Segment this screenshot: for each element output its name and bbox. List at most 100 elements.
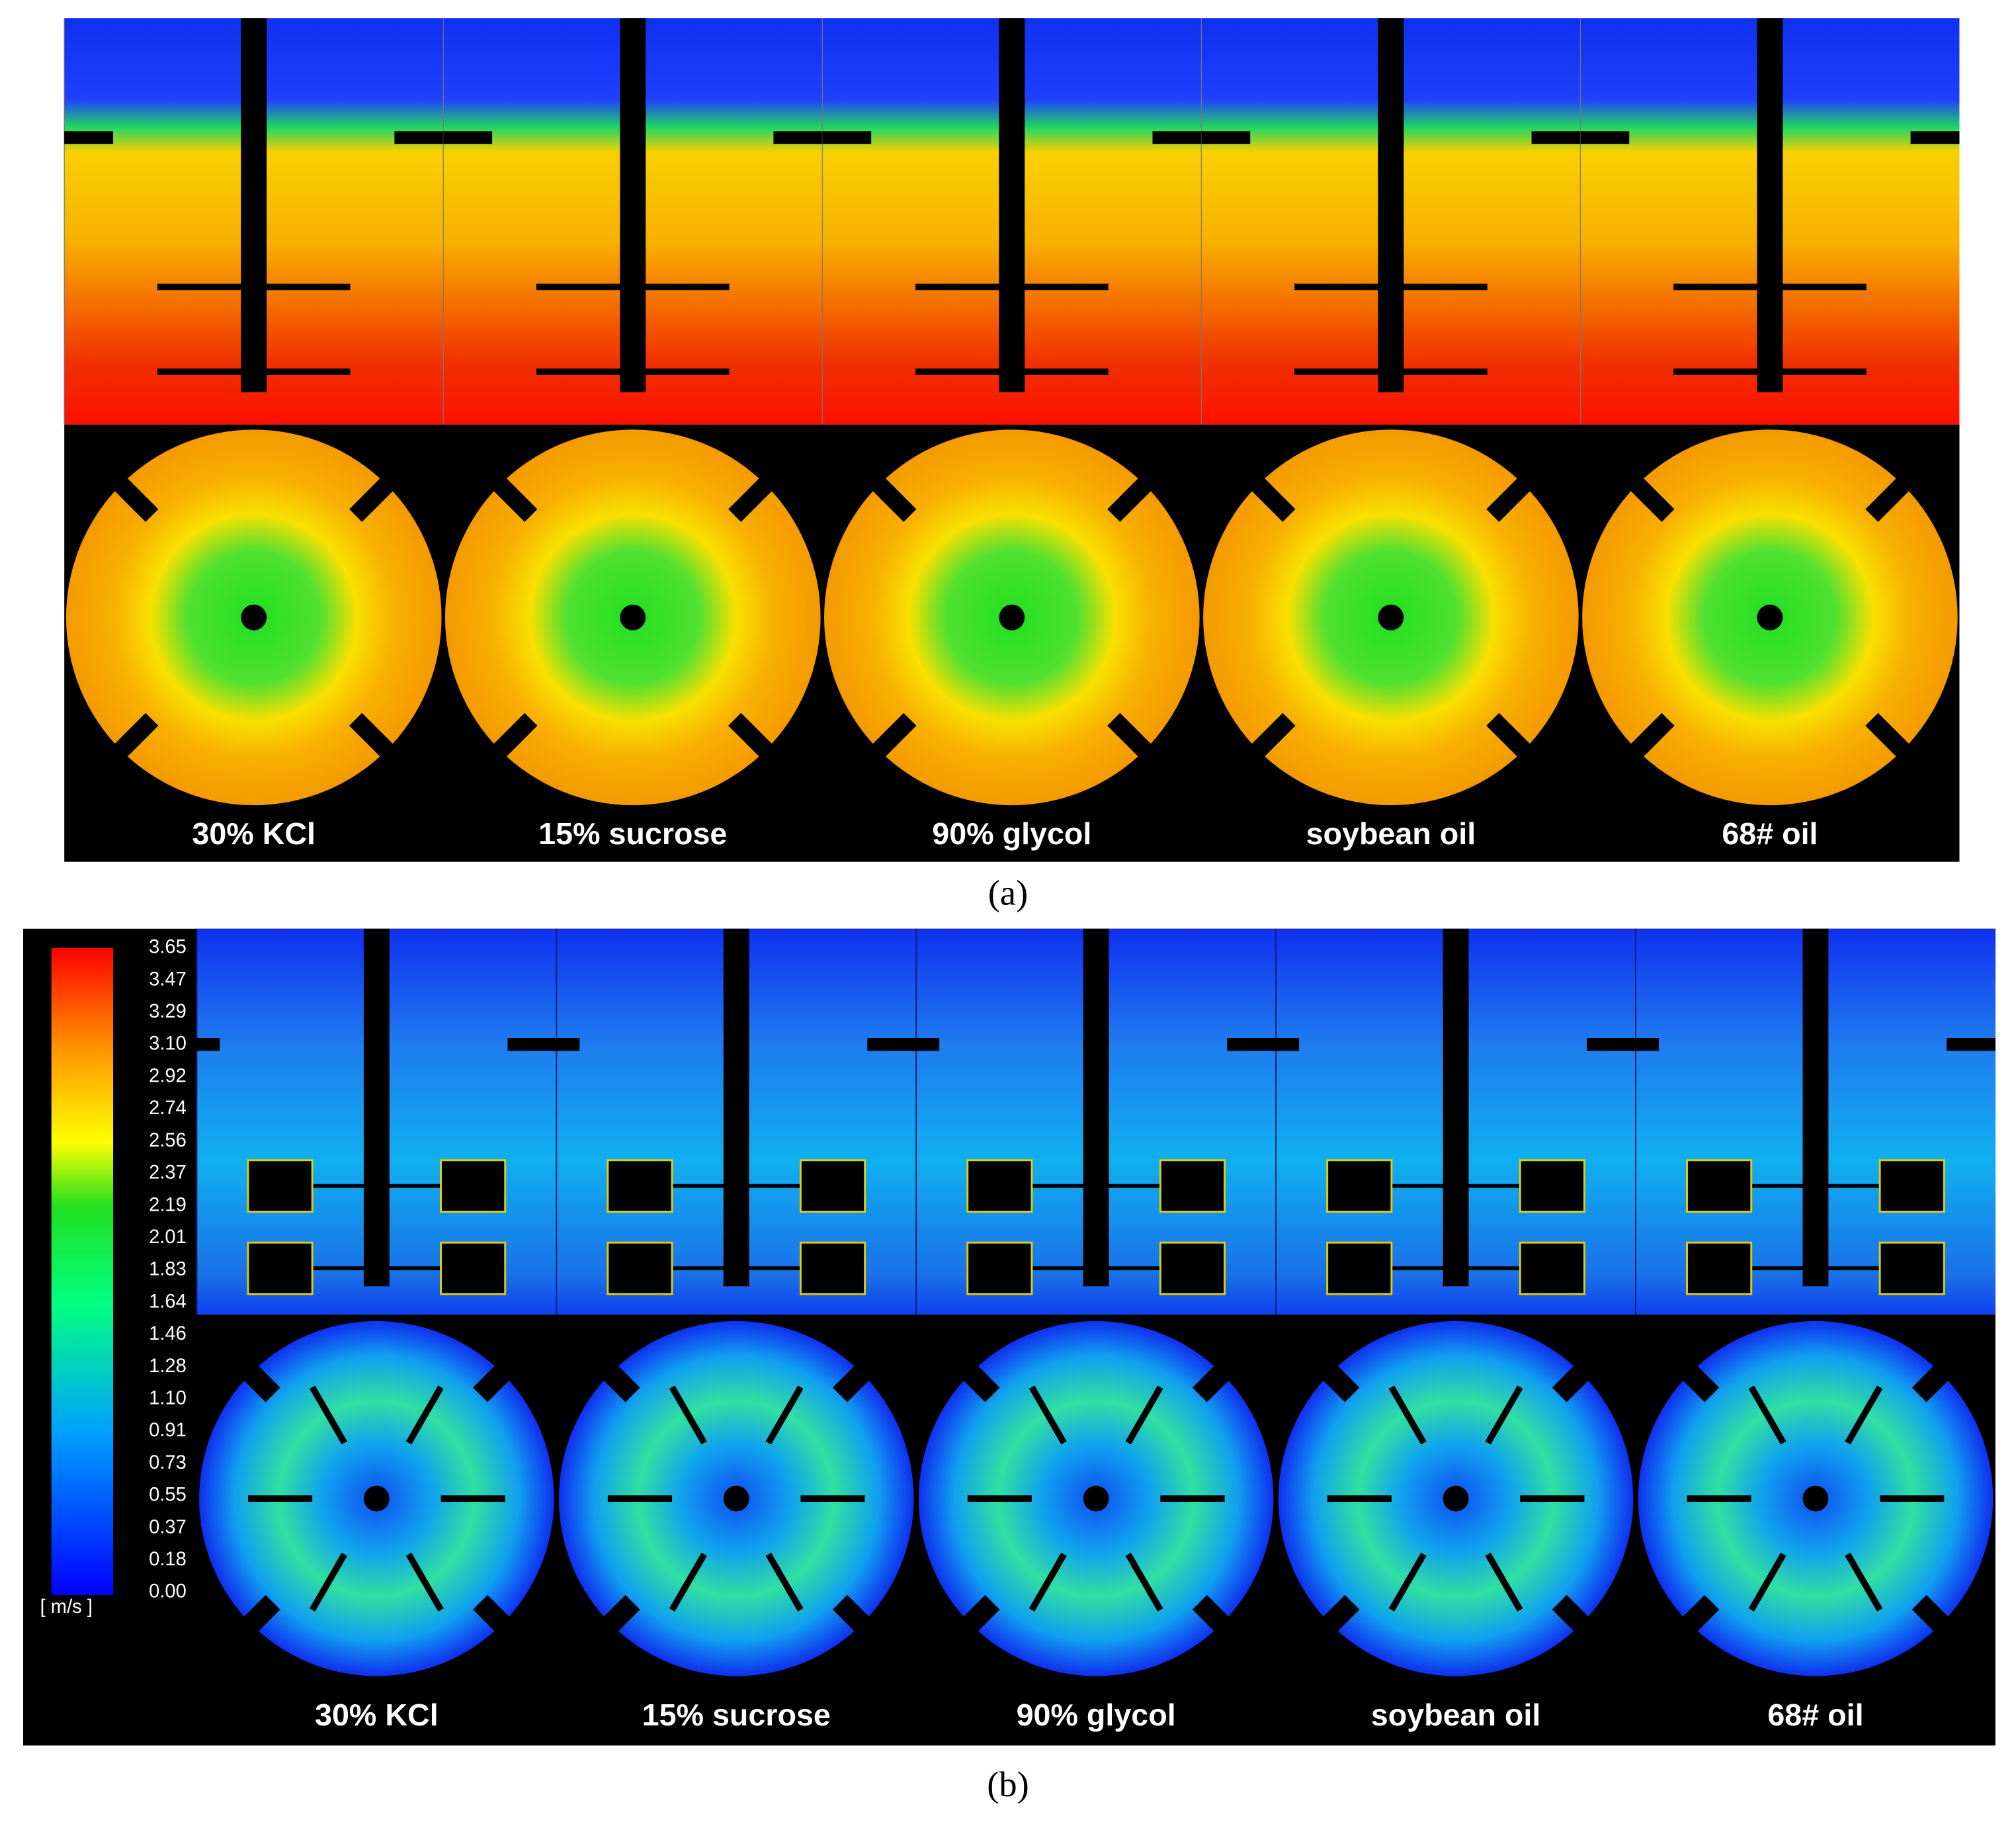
impeller-blade [607, 1159, 673, 1213]
baffle [832, 1594, 871, 1633]
panel-label: (b) [987, 1764, 1029, 1804]
colorbar-tick-label: 2.37 [149, 1162, 187, 1184]
baffle [493, 713, 538, 757]
baffle [1531, 131, 1581, 144]
impeller-blade [966, 1159, 1033, 1213]
blade [309, 1552, 347, 1612]
impeller-blade [1159, 1241, 1226, 1295]
shaft [363, 928, 390, 1287]
impeller [536, 369, 730, 375]
colorbar-tick-label: 1.46 [149, 1323, 187, 1344]
baffle [530, 1038, 580, 1051]
contours: 30% KCl 15% sucrose 90% glycol soybean oil 6… [63, 18, 1995, 1732]
baffle [1865, 713, 1910, 757]
impeller-blade [1686, 1241, 1753, 1295]
colorbar-tick-label: 3.47 [149, 969, 187, 990]
baffle [1251, 478, 1296, 522]
colorbar-tick-label: 2.56 [149, 1130, 187, 1151]
shaft-section [723, 1485, 749, 1512]
baffle [1192, 1594, 1231, 1633]
baffle [114, 478, 159, 522]
baffle [1321, 1594, 1360, 1633]
baffle [601, 1364, 640, 1403]
impeller-blade [247, 1241, 314, 1295]
impeller [1294, 369, 1488, 375]
baffle [961, 1594, 1000, 1633]
shaft [1757, 18, 1783, 393]
shaft [1378, 18, 1404, 393]
colorbar-tick-label: 1.28 [149, 1356, 187, 1377]
colorbar-tick-label: 2.01 [149, 1227, 187, 1248]
blade [1029, 1552, 1067, 1612]
blade [669, 1552, 707, 1612]
baffle [1192, 1364, 1231, 1403]
blade [1388, 1385, 1427, 1445]
blade [1485, 1385, 1523, 1445]
baffle [1911, 1594, 1951, 1633]
shaft-section [363, 1485, 390, 1512]
baffle [1552, 1594, 1591, 1633]
baffle [1911, 1364, 1951, 1403]
baffle [171, 1038, 220, 1051]
baffle [1681, 1364, 1720, 1403]
blade [1845, 1552, 1883, 1612]
shaft [723, 928, 749, 1287]
impeller-blade [1686, 1159, 1753, 1213]
impeller-blade [247, 1159, 314, 1213]
impeller [1673, 369, 1867, 375]
baffle [890, 1038, 940, 1051]
baffle [601, 1594, 640, 1633]
baffle [1947, 1038, 1995, 1051]
baffle [493, 478, 538, 522]
case-label: 68# oil [1767, 1698, 1863, 1732]
blade [1845, 1385, 1883, 1445]
blade [1029, 1385, 1067, 1445]
shaft [620, 18, 646, 393]
shaft-section [999, 604, 1025, 630]
baffle [832, 1364, 871, 1403]
impeller [915, 283, 1109, 290]
blade [405, 1552, 444, 1612]
case-label: 15% sucrose [538, 816, 727, 851]
colorbar-tick-label: 1.83 [149, 1259, 187, 1280]
baffle [443, 131, 493, 144]
colorbar-tick-label: 0.91 [149, 1420, 187, 1441]
impeller [157, 369, 351, 375]
impeller-blade [1326, 1159, 1393, 1213]
shaft [241, 18, 267, 393]
shaft-section [1802, 1485, 1829, 1512]
blade [765, 1552, 804, 1612]
colorbar-tick-label: 0.55 [149, 1485, 187, 1506]
baffle [1610, 1038, 1659, 1051]
blade [765, 1385, 804, 1445]
baffle [872, 478, 917, 522]
colorbar-tick-label: 2.74 [149, 1098, 187, 1119]
colorbar-tick-label: 2.19 [149, 1194, 187, 1215]
shaft [1083, 928, 1109, 1287]
blade [1125, 1385, 1163, 1445]
impeller-blade [799, 1241, 866, 1295]
case-label: 90% glycol [932, 816, 1091, 851]
impeller-blade [1519, 1159, 1585, 1213]
baffle [1580, 131, 1630, 144]
case-label: 15% sucrose [642, 1698, 831, 1732]
baffle [241, 1364, 280, 1403]
impeller-blade [1878, 1159, 1945, 1213]
impeller-blade [966, 1241, 1033, 1295]
baffle [1486, 478, 1531, 522]
impeller-blade [440, 1159, 507, 1213]
baffle [1250, 1038, 1300, 1051]
baffle [822, 131, 872, 144]
case-label: soybean oil [1306, 816, 1476, 851]
baffle [1865, 478, 1910, 522]
blade [669, 1385, 707, 1445]
baffle [1107, 713, 1152, 757]
colorbar-unit: [ m/s ] [40, 1596, 93, 1618]
impeller-blade [799, 1159, 866, 1213]
shaft [999, 18, 1025, 393]
blade [1388, 1552, 1427, 1612]
shaft-section [1378, 604, 1404, 630]
blade [1748, 1385, 1786, 1445]
colorbar-tick-label: 1.64 [149, 1291, 187, 1312]
